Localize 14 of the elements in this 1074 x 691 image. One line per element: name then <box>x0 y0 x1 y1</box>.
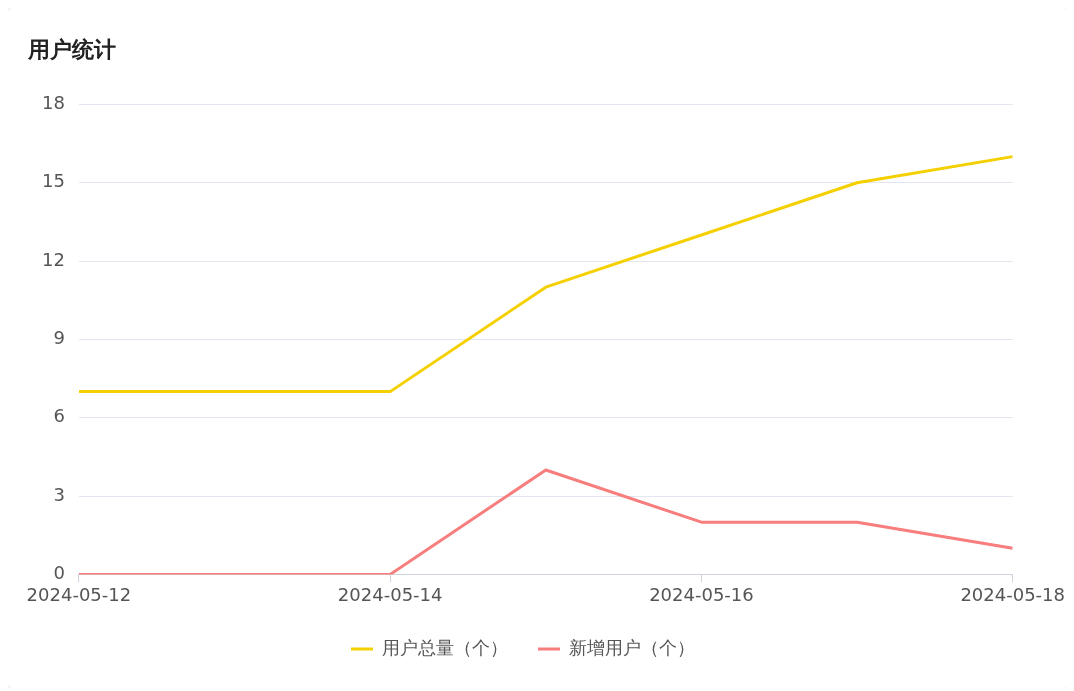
x-tick-label: 2024-05-12 <box>26 583 132 605</box>
y-tick-label: 18 <box>42 92 65 114</box>
x-tick-label: 2024-05-16 <box>649 583 754 605</box>
x-tick-label: 2024-05-14 <box>337 583 443 605</box>
x-tick-label: 2024-05-18 <box>960 583 1065 605</box>
y-tick-label: 0 <box>53 562 65 584</box>
chart-title: 用户统计 <box>27 36 116 62</box>
y-tick-label: 3 <box>53 483 65 505</box>
y-tick-label: 15 <box>42 170 65 192</box>
y-tick-label: 6 <box>53 405 65 427</box>
legend-label: 用户总量（个） <box>382 636 508 658</box>
y-tick-label: 12 <box>42 248 65 270</box>
legend-label: 新增用户（个） <box>569 636 695 658</box>
y-tick-label: 9 <box>53 327 65 349</box>
